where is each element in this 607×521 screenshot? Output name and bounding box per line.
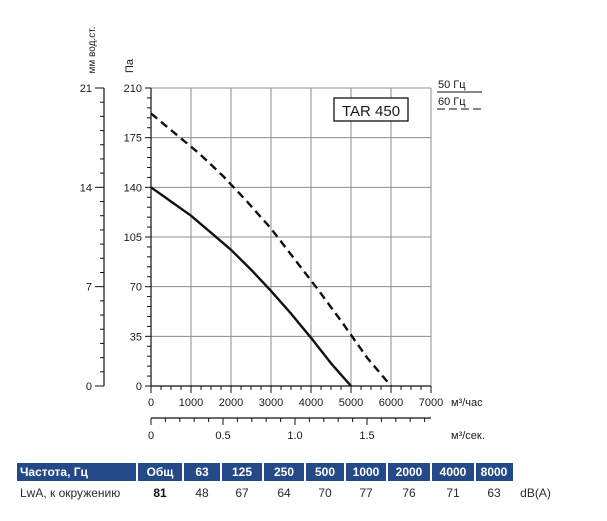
flow-h-tick-label: 0 bbox=[148, 397, 154, 409]
fan-performance-chart: 0 35 70 105 140 175 210 Па 0 7 14 21 мм вод.ст. 0 1000… bbox=[80, 27, 485, 442]
mm-tick-label: 0 bbox=[86, 381, 92, 393]
curve-50hz bbox=[150, 186, 352, 387]
pa-tick-label: 140 bbox=[124, 182, 142, 194]
chart-curves bbox=[150, 112, 392, 387]
table-header-separator bbox=[474, 463, 476, 481]
table-header-col: 125 bbox=[231, 465, 253, 479]
legend-label: 50 Гц bbox=[438, 79, 466, 91]
flow-s-tick-label: 1.5 bbox=[359, 430, 374, 442]
pa-tick-label: 175 bbox=[124, 133, 142, 145]
flow-h-tick-label: 3000 bbox=[259, 397, 283, 409]
pa-tick-label: 70 bbox=[130, 282, 142, 294]
chart-axes bbox=[95, 87, 432, 425]
sound-table-header-bar bbox=[17, 463, 513, 481]
model-title: TAR 450 bbox=[342, 103, 400, 120]
pa-axis-title: Па bbox=[124, 58, 136, 73]
table-header-col: 250 bbox=[273, 465, 295, 479]
flow-h-tick-label: 5000 bbox=[339, 397, 363, 409]
table-header-separator bbox=[262, 463, 264, 481]
table-value: 67 bbox=[235, 486, 249, 500]
table-header-col: 1000 bbox=[352, 465, 380, 479]
table-value: 63 bbox=[487, 486, 501, 500]
table-header-separator bbox=[430, 463, 432, 481]
mm-tick-label: 21 bbox=[80, 83, 92, 95]
table-value: 48 bbox=[195, 486, 209, 500]
table-value: 64 bbox=[277, 486, 291, 500]
flow-s-tick-label: 0 bbox=[148, 430, 154, 442]
pa-tick-label: 105 bbox=[124, 232, 142, 244]
pa-tick-label: 35 bbox=[130, 331, 142, 343]
flow-h-tick-label: 2000 bbox=[219, 397, 243, 409]
table-header-col: 63 bbox=[195, 465, 209, 479]
pa-tick-label: 210 bbox=[124, 83, 142, 95]
table-header-col: 500 bbox=[314, 465, 336, 479]
table-header-separator bbox=[182, 463, 184, 481]
curve-60hz bbox=[150, 112, 392, 387]
table-value: 76 bbox=[402, 486, 416, 500]
flow-h-tick-label: 7000 bbox=[419, 397, 443, 409]
model-title-box bbox=[333, 97, 409, 122]
table-value: 70 bbox=[318, 486, 332, 500]
flow-h-tick-label: 1000 bbox=[179, 397, 203, 409]
flow-h-tick-label: 4000 bbox=[299, 397, 323, 409]
table-header-separator bbox=[386, 463, 388, 481]
table-unit: dB(A) bbox=[520, 486, 551, 500]
flow-s-tick-label: 1.0 bbox=[287, 430, 302, 442]
chart-labels: 0 35 70 105 140 175 210 Па 0 7 14 21 мм вод.ст. 0 1000… bbox=[80, 27, 485, 442]
mm-tick-label: 7 bbox=[86, 282, 92, 294]
table-header-col: 2000 bbox=[395, 465, 423, 479]
table-value-total: 81 bbox=[153, 486, 167, 500]
legend-label: 60 Гц bbox=[438, 96, 466, 108]
table-header-frequency: Частота, Гц bbox=[20, 465, 88, 479]
flow-s-axis-title: м³/сек. bbox=[451, 430, 485, 442]
mm-tick-label: 14 bbox=[80, 182, 92, 194]
flow-h-axis-title: м³/час bbox=[451, 397, 483, 409]
table-value: 77 bbox=[359, 486, 373, 500]
table-header-separator bbox=[136, 463, 138, 481]
table-header-col: 8000 bbox=[480, 465, 508, 479]
table-header-separator bbox=[220, 463, 222, 481]
flow-h-tick-label: 6000 bbox=[379, 397, 403, 409]
flow-s-tick-label: 0.5 bbox=[215, 430, 230, 442]
table-header-separator bbox=[344, 463, 346, 481]
table-row-label: LwA, к окружению bbox=[20, 486, 121, 500]
pa-tick-label: 0 bbox=[136, 381, 142, 393]
table-header-col: 4000 bbox=[439, 465, 467, 479]
table-header-separator bbox=[304, 463, 306, 481]
chart-grid bbox=[150, 87, 432, 387]
table-value: 71 bbox=[446, 486, 460, 500]
mm-axis-title: мм вод.ст. bbox=[87, 27, 98, 74]
table-header-col: Общ bbox=[146, 465, 174, 479]
